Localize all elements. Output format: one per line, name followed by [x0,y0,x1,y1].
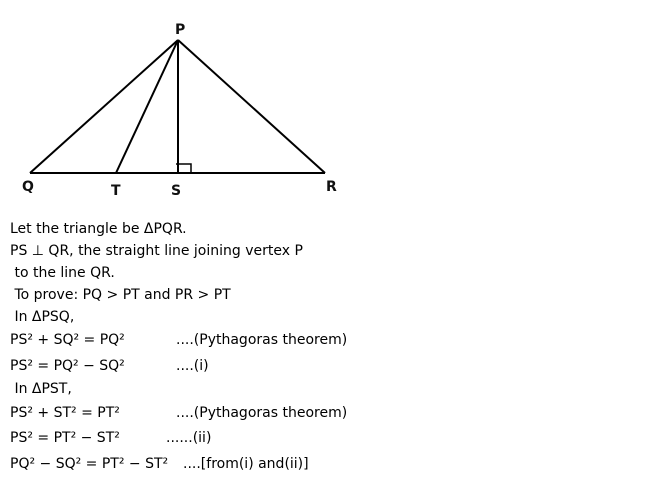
proof-line: PS² = PT² − ST² [10,430,120,446]
proof-reason: ....(i) [176,358,209,374]
proof-line: PS² = PQ² − SQ² [10,358,125,374]
proof-reason: ....(Pythagoras theorem) [176,332,348,348]
label-q: Q [22,179,34,195]
proof-line: PS² + SQ² = PQ² [10,332,125,348]
triangle-diagram: P Q T S R [22,22,337,199]
proof-line: PS ⊥ QR, the straight line joining verte… [10,243,303,259]
proof-reason: ......(ii) [166,430,212,446]
proof-line: To prove: PQ > PT and PR > PT [10,287,231,303]
side-pr [177,39,326,174]
label-s: S [171,183,181,199]
label-r: R [326,179,337,195]
proof-line: Let the triangle be ΔPQR. [10,221,187,237]
label-p: P [175,22,185,38]
segment-pt [115,39,179,174]
proof-line: to the line QR. [10,265,115,281]
proof-line: PQ² − SQ² = PT² − ST² [10,456,169,472]
side-pq [29,39,179,174]
proof-line: PS² + ST² = PT² [10,405,120,421]
proof-reason: ....[from(i) and(ii)] [183,456,309,472]
proof-line: In ΔPST, [10,381,72,397]
label-t: T [111,183,121,199]
right-angle-mark [176,163,192,173]
proof-reason: ....(Pythagoras theorem) [176,405,348,421]
proof-line: In ΔPSQ, [10,309,75,325]
